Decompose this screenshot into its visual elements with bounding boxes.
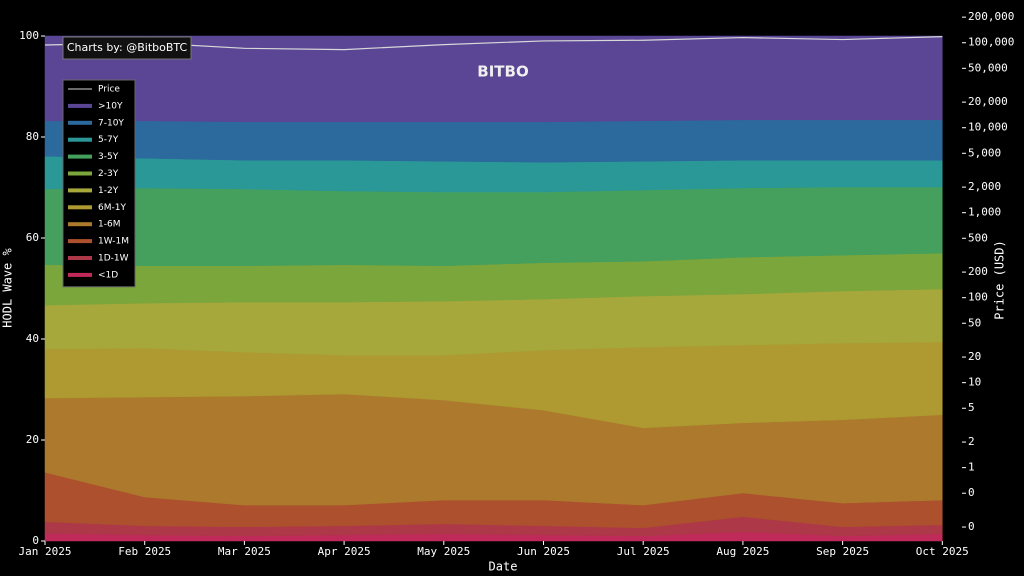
y2-tick-label: 1 (968, 461, 975, 474)
y2-tick-label: 100,000 (968, 36, 1014, 49)
x-tick-label: Sep 2025 (816, 545, 869, 558)
area (44, 186, 943, 267)
legend-label: 7-10Y (98, 118, 124, 128)
legend-swatch (68, 205, 92, 210)
y2-tick-label: 20 (968, 350, 981, 363)
legend-swatch (68, 239, 92, 244)
x-tick-label: Mar 2025 (218, 545, 271, 558)
area (44, 35, 943, 123)
title-box (62, 36, 192, 60)
y-tick-label: 20 (26, 433, 39, 446)
logo: BITBO (477, 63, 528, 81)
y2-tick-label: 20,000 (968, 95, 1008, 108)
x-tick-label: Jun 2025 (517, 545, 570, 558)
y-tick-label: 60 (26, 231, 39, 244)
plot-area (44, 35, 943, 542)
y2-tick-label: 5 (968, 401, 975, 414)
y-tick-label: 100 (19, 29, 39, 42)
legend-swatch (68, 171, 92, 176)
chart-title: Charts by: @BitboBTC (67, 41, 188, 54)
y-tick-label: 80 (26, 130, 39, 143)
y-tick-label: 40 (26, 332, 39, 345)
y2-tick-label: 5,000 (968, 146, 1001, 159)
legend-label: 1W-1M (98, 237, 129, 247)
y2-tick-label: 200,000 (968, 10, 1014, 23)
legend-box (62, 79, 136, 288)
x-tick-label: Apr 2025 (318, 545, 371, 558)
legend-label: 2-3Y (98, 169, 119, 179)
legend-swatch (68, 188, 92, 193)
axes: 0 20 40 60 80 100 0 0 1 2 5 10 20 50 100 200 500 1,000 2,0… (19, 10, 1015, 558)
legend-label: Price (98, 85, 120, 95)
y2-tick-label: 2 (968, 435, 975, 448)
y2-tick-label: 0 (968, 486, 975, 499)
legend-label: 1D-1W (98, 254, 129, 264)
legend-swatch (68, 154, 92, 159)
x-tick-label: Aug 2025 (716, 545, 769, 558)
price-line (44, 36, 943, 51)
legend-label: <1D (98, 270, 118, 280)
y2-tick-label: 0 (968, 520, 975, 533)
y2-tick-label: 100 (968, 291, 988, 304)
x-tick-label: Feb 2025 (118, 545, 171, 558)
area (44, 119, 943, 163)
y2-tick-label: 500 (968, 231, 988, 244)
legend-label: 5-7Y (98, 135, 119, 145)
y2-tick-label: 1,000 (968, 206, 1001, 219)
legend-label: 1-6M (98, 220, 120, 230)
y2-tick-label: 10,000 (968, 121, 1008, 134)
legend-swatch (68, 256, 92, 260)
y2-tick-label: 10 (968, 376, 981, 389)
y2-tick-label: 50 (968, 316, 981, 329)
x-axis-label: Date (489, 560, 518, 574)
legend: Price >10Y 7-10Y 5-7Y 3-5Y 2-3Y 1-2Y 6M-1Y 1-6M 1… (62, 79, 136, 288)
x-tick-label: May 2025 (417, 545, 470, 558)
y2-axis-label: Price (USD) (993, 240, 1007, 319)
y2-tick-label: 50,000 (968, 61, 1008, 74)
legend-swatch (68, 222, 92, 227)
y-axis-label: HODL Wave % (1, 247, 15, 327)
legend-swatch (68, 137, 92, 142)
x-tick-label: Jul 2025 (617, 545, 670, 558)
legend-label: 3-5Y (98, 152, 119, 162)
legend-swatch (68, 272, 92, 277)
y-tick-label: 0 (32, 534, 39, 547)
legend-label: 1-2Y (98, 186, 119, 196)
x-tick-label: Jan 2025 (19, 545, 72, 558)
x-tick-label: Oct 2025 (916, 545, 969, 558)
legend-swatch (68, 120, 92, 125)
legend-swatch (68, 103, 92, 108)
y2-tick-label: 200 (968, 265, 988, 278)
y2-tick-label: 2,000 (968, 180, 1001, 193)
legend-label: 6M-1Y (98, 203, 126, 213)
legend-label: >10Y (98, 101, 123, 111)
